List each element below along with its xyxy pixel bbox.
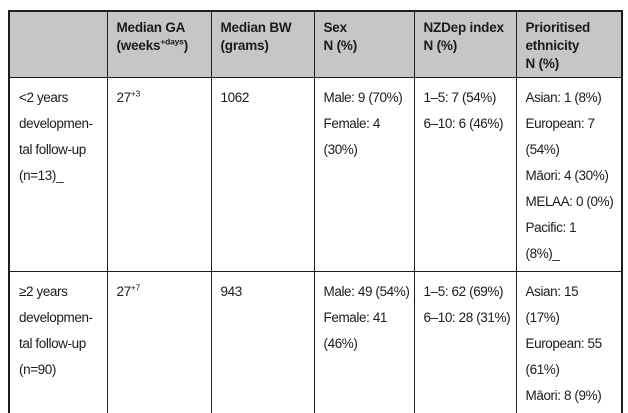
nzdep-cell: 1–5: 7 (54%) 6–10: 6 (46%) <box>413 77 517 272</box>
cell-line: (n=90) <box>19 362 56 377</box>
median-bw-cell: 1062 <box>210 77 315 272</box>
header-line: Median GA <box>116 20 186 35</box>
median-ga-cell: 27+7 <box>106 271 212 413</box>
header-blank-cell <box>8 10 108 78</box>
cell-line: 1–5: 62 (69%) <box>423 284 504 299</box>
superscript-days: +days <box>160 36 184 47</box>
cell-line: (grams) <box>220 38 269 53</box>
cell-line: NZDep index <box>423 20 505 35</box>
header-row: Median GA (weeks+days) Median BW (grams) … <box>8 10 623 78</box>
header-median-ga: Median GA (weeks+days) <box>106 10 212 78</box>
cell-line: (54%) <box>525 142 560 157</box>
cell-line: tal follow-up <box>19 142 86 157</box>
table-row-under-2-years: <2 years developmen-tal follow-up (n=13)_ … <box>8 77 623 272</box>
row-label-cell: ≥2 years developmen-tal follow-up (n=90) <box>8 271 108 413</box>
sex-cell: Male: 49 (54%) Female: 41 (46%) <box>313 271 415 413</box>
cell-line: 6–10: 28 (31%) <box>423 310 511 325</box>
nzdep-cell: 1–5: 62 (69%) 6–10: 28 (31%) <box>413 271 517 413</box>
cell-line: Female: 4 <box>323 116 381 131</box>
cell-line: Male: 9 (70%) <box>323 90 403 105</box>
superscript-days-value: +7 <box>130 282 141 293</box>
cell-line: developmen- <box>19 310 93 325</box>
followup-demographics-table: Median GA (weeks+days) Median BW (grams) … <box>8 10 623 413</box>
cell-line: (30%) <box>323 142 358 157</box>
cell-line: Median BW <box>220 20 292 35</box>
cell-line: Sex <box>323 20 348 35</box>
header-sex: Sex N (%) <box>313 10 415 78</box>
cell-line: Asian: 15 <box>525 284 579 299</box>
header-line: (weeks+days) <box>116 36 189 53</box>
table-row-2-years-plus: ≥2 years developmen-tal follow-up (n=90) 2… <box>8 271 623 413</box>
sex-cell: Male: 9 (70%) Female: 4 (30%) <box>313 77 415 272</box>
cell-line: Male: 49 (54%) <box>323 284 410 299</box>
median-ga-cell: 27+3 <box>106 77 212 272</box>
cell-line: European: 55 <box>525 336 603 351</box>
ethnicity-cell: Asian: 1 (8%) European: 7 (54%) Māori: 4 (3… <box>515 77 623 272</box>
cell-line: (17%) <box>525 310 560 325</box>
cell-line: Female: 41 <box>323 310 388 325</box>
cell-line: MELAA: 0 (0%) <box>525 194 614 209</box>
cell-line: (61%) <box>525 362 560 377</box>
header-median-bw: Median BW (grams) <box>210 10 315 78</box>
row-label-cell: <2 years developmen-tal follow-up (n=13)_ <box>8 77 108 272</box>
cell-line: Prioritised <box>525 20 591 35</box>
cell-line: Pacific: 1 <box>525 220 577 235</box>
cell-line: (8%)_ <box>525 246 560 261</box>
cell-line: Asian: 1 (8%) <box>525 90 602 105</box>
header-nzdep-index: NZDep index N (%) <box>413 10 517 78</box>
cell-line: ethnicity <box>525 38 580 53</box>
cell-line: European: 7 <box>525 116 596 131</box>
cell-line: 1–5: 7 (54%) <box>423 90 497 105</box>
cell-line: N (%) <box>423 38 458 53</box>
median-bw-cell: 943 <box>210 271 315 413</box>
header-prioritised-ethnicity: Prioritised ethnicity N (%) <box>515 10 623 78</box>
cell-line: N (%) <box>525 56 560 71</box>
cell-line: N (%) <box>323 38 358 53</box>
cell-line: <2 years <box>19 90 68 105</box>
ethnicity-cell: Asian: 15 (17%) European: 55 (61%) Māori: 8 … <box>515 271 623 413</box>
cell-line: Māori: 4 (30%) <box>525 168 609 183</box>
superscript-days-value: +3 <box>130 88 141 99</box>
cell-line: MELAA: 1 (1%) <box>526 409 618 413</box>
cell-line: ≥2 years <box>19 284 68 299</box>
cell-line: developmen- <box>19 116 93 131</box>
cell-line: (46%) <box>323 336 358 351</box>
cell-line: tal follow-up <box>19 336 86 351</box>
cell-line: Māori: 8 (9%) <box>525 388 602 403</box>
cell-line: (n=13)_ <box>19 168 64 183</box>
cell-line: 6–10: 6 (46%) <box>423 116 504 131</box>
